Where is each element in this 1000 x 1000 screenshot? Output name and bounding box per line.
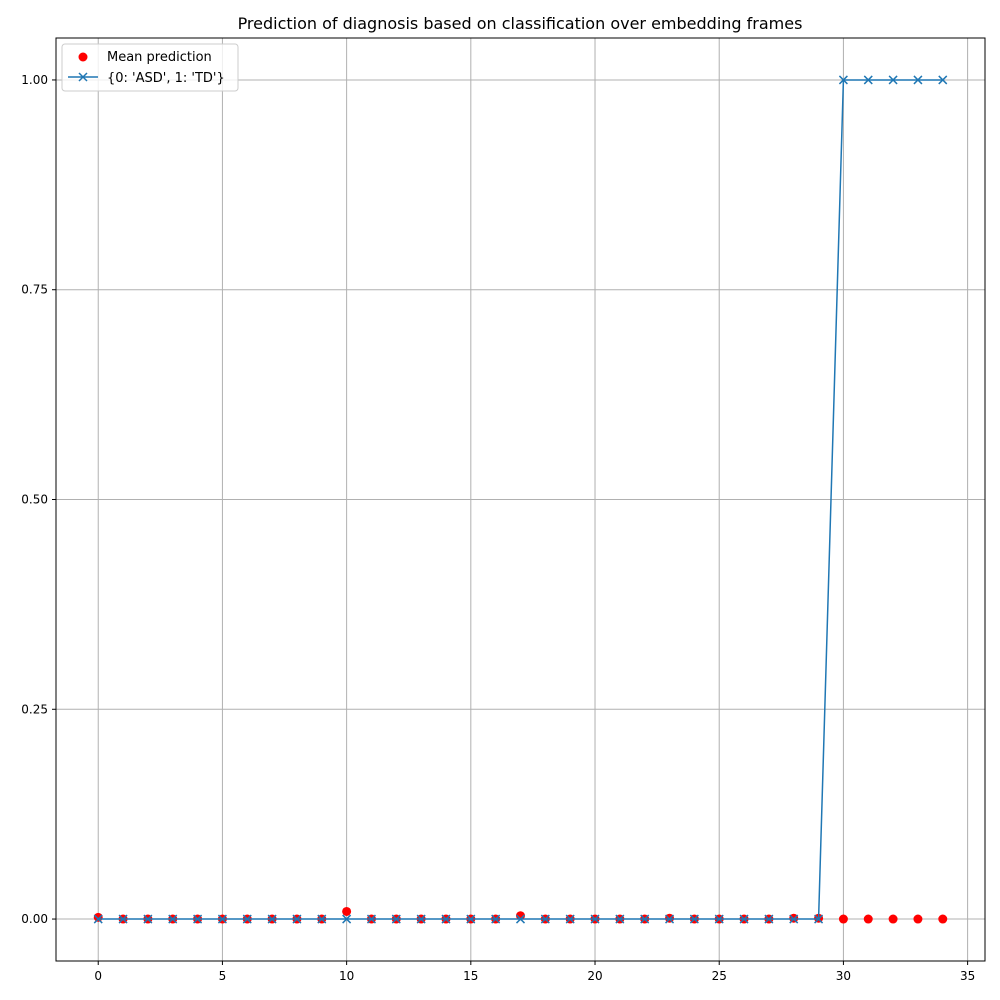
- diagnosis-point: [938, 75, 948, 85]
- diagnosis-point: [441, 914, 451, 924]
- y-tick-label: 0.00: [21, 912, 48, 926]
- diagnosis-point: [267, 914, 277, 924]
- diagnosis-point: [292, 914, 302, 924]
- diagnosis-point: [714, 914, 724, 924]
- diagnosis-point: [168, 914, 178, 924]
- legend-box: [61, 43, 239, 92]
- x-tick-label: 30: [836, 969, 851, 983]
- diagnosis-point: [640, 914, 650, 924]
- diagnosis-point: [789, 914, 799, 924]
- y-tick-label: 0.25: [21, 702, 48, 716]
- mean-prediction-point: [938, 914, 948, 924]
- legend-marker-diagnosis: [78, 72, 88, 82]
- y-tick-label: 0.75: [21, 283, 48, 297]
- diagnosis-point: [93, 914, 103, 924]
- diagnosis-point: [689, 914, 699, 924]
- diagnosis-point: [193, 914, 203, 924]
- chart-title: Prediction of diagnosis based on classif…: [238, 14, 803, 33]
- diagnosis-point: [764, 914, 774, 924]
- diagnosis-point: [217, 914, 227, 924]
- diagnosis-point: [416, 914, 426, 924]
- legend-marker-mean-prediction: [78, 52, 88, 62]
- diagnosis-point: [342, 914, 352, 924]
- x-tick-label: 5: [219, 969, 227, 983]
- diagnosis-point: [615, 914, 625, 924]
- diagnosis-point: [665, 914, 675, 924]
- x-tick-label: 20: [587, 969, 602, 983]
- diagnosis-point: [317, 914, 327, 924]
- plot-series: [93, 75, 948, 924]
- x-tick-label: 0: [94, 969, 102, 983]
- legend-label-diagnosis: {0: 'ASD', 1: 'TD'}: [107, 71, 225, 86]
- diagnosis-point: [540, 914, 550, 924]
- diagnosis-point: [143, 914, 153, 924]
- diagnosis-point: [565, 914, 575, 924]
- axis-ticks: 0 5 10 15 20 25 30 35 0.00 0.25 0.50 0.75 1.00: [21, 73, 975, 983]
- mean-prediction-point: [863, 914, 873, 924]
- mean-prediction-point: [888, 914, 898, 924]
- x-tick-label: 25: [712, 969, 727, 983]
- x-tick-label: 35: [960, 969, 975, 983]
- diagnosis-point: [466, 914, 476, 924]
- mean-prediction-point: [516, 911, 525, 921]
- diagnosis-point: [739, 914, 749, 924]
- grid-lines: [56, 38, 985, 961]
- legend-label-mean-prediction: Mean prediction: [107, 50, 212, 65]
- diagnosis-point: [242, 914, 252, 924]
- diagnosis-point: [366, 914, 376, 924]
- mean-prediction-point: [93, 912, 103, 922]
- x-tick-label: 15: [463, 969, 478, 983]
- diagnosis-point: [391, 914, 401, 924]
- mean-prediction-point: [913, 914, 923, 924]
- y-tick-label: 1.00: [21, 73, 48, 87]
- diagnosis-point: [491, 914, 501, 924]
- diagnosis-point: [913, 75, 923, 85]
- y-tick-label: 0.50: [21, 493, 48, 507]
- mean-prediction-point: [342, 906, 352, 916]
- diagnosis-point: [888, 75, 898, 85]
- legend: Mean prediction {0: 'ASD', 1: 'TD'}: [61, 43, 239, 92]
- diagnosis-point: [590, 914, 600, 924]
- diagnosis-point: [814, 914, 824, 924]
- x-tick-label: 10: [339, 969, 354, 983]
- mean-prediction-point: [838, 914, 848, 924]
- diagnosis-point: [863, 75, 873, 85]
- diagnosis-point: [118, 914, 128, 924]
- diagnosis-point: [515, 914, 526, 924]
- diagnosis-point: [838, 75, 848, 85]
